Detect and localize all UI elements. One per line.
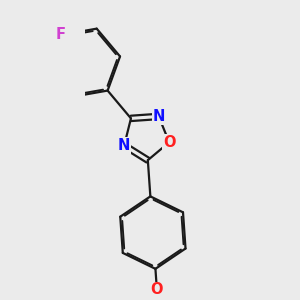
- Text: F: F: [56, 28, 66, 43]
- Text: O: O: [163, 135, 175, 150]
- Text: N: N: [118, 138, 130, 153]
- Text: O: O: [151, 282, 163, 297]
- Text: N: N: [152, 109, 165, 124]
